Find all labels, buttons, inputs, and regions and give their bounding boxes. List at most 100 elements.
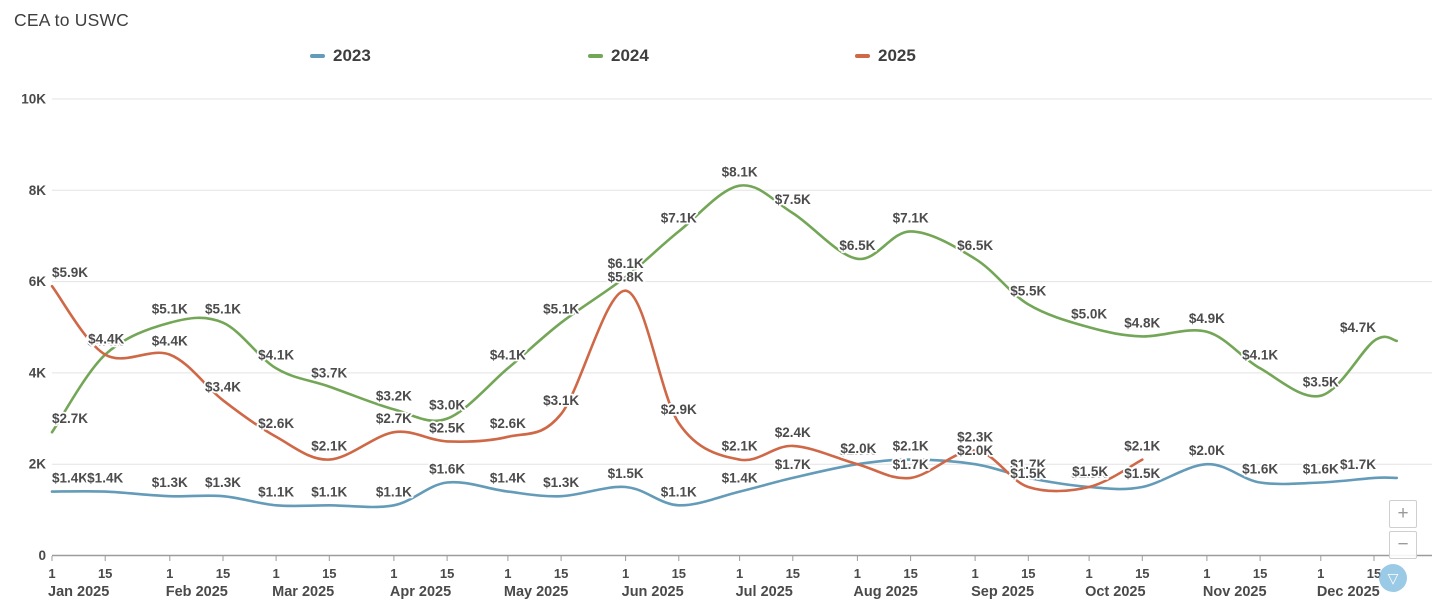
- gridlines: [52, 98, 1432, 557]
- triangle-down-icon: ▽: [1387, 570, 1399, 586]
- data-label-2023: $1.3K: [152, 475, 188, 490]
- x-tick-label: 1: [272, 566, 279, 581]
- x-tick-label: 15: [216, 566, 230, 581]
- y-tick-label: 6K: [29, 274, 47, 289]
- data-label-2025: $2.9K: [661, 402, 697, 417]
- data-label-2024: $4.9K: [1189, 311, 1225, 326]
- data-label-2023: $1.1K: [376, 484, 412, 499]
- data-label-2024: $2.7K: [52, 411, 88, 426]
- x-axis: 1 15 Jan 2025 1 15 Feb 2025 1 15 Mar 2025 1 15 Apr …: [48, 556, 1381, 600]
- chart-title: CEA to USWC: [14, 10, 130, 30]
- data-label-2023: $1.4K: [87, 471, 123, 486]
- legend-label-2023: 2023: [333, 46, 371, 65]
- data-label-2023: $1.7K: [1010, 457, 1046, 472]
- data-label-2025: $2.0K: [840, 441, 876, 456]
- month-label: Dec 2025: [1317, 584, 1380, 600]
- data-label-2025: $2.1K: [722, 439, 758, 454]
- data-label-2024: $7.1K: [661, 210, 697, 225]
- x-tick-label: 1: [390, 566, 397, 581]
- month-label: Aug 2025: [853, 584, 917, 600]
- x-tick-label: 15: [554, 566, 568, 581]
- x-tick-label: 1: [1203, 566, 1210, 581]
- data-label-2025: $2.6K: [258, 416, 294, 431]
- y-tick-label: 10K: [21, 92, 46, 107]
- x-tick-label: 15: [322, 566, 336, 581]
- data-label-2023: $2.0K: [957, 443, 993, 458]
- data-label-2025: $2.7K: [376, 411, 412, 426]
- data-label-2023: $1.1K: [661, 484, 697, 499]
- data-label-2024: $6.5K: [957, 238, 993, 253]
- series-line-2023: [50, 458, 1399, 509]
- legend-swatch-2024: [588, 54, 603, 58]
- data-label-2023: $1.1K: [258, 484, 294, 499]
- data-label-2024: $5.1K: [543, 302, 579, 317]
- month-label: May 2025: [504, 584, 569, 600]
- legend-swatch-2023: [310, 54, 325, 58]
- data-label-2023: $1.5K: [608, 466, 644, 481]
- x-tick-label: 15: [786, 566, 800, 581]
- x-tick-label: 15: [1135, 566, 1149, 581]
- zoom-out-button[interactable]: −: [1389, 531, 1417, 559]
- x-tick-label: 1: [622, 566, 629, 581]
- data-label-2023: $1.4K: [490, 471, 526, 486]
- legend-swatch-2025: [855, 54, 870, 58]
- x-tick-label: 15: [440, 566, 454, 581]
- data-label-2025: $1.7K: [893, 457, 929, 472]
- data-label-2025: $5.8K: [608, 270, 644, 285]
- zoom-in-button[interactable]: +: [1389, 500, 1417, 528]
- legend-item-2023[interactable]: 2023: [310, 46, 371, 66]
- x-tick-label: 1: [971, 566, 978, 581]
- legend-item-2025[interactable]: 2025: [855, 46, 916, 66]
- month-label: Oct 2025: [1085, 584, 1145, 600]
- collapse-chart-button[interactable]: ▽: [1379, 564, 1407, 592]
- x-tick-label: 15: [903, 566, 917, 581]
- data-label-2023: $1.4K: [722, 471, 758, 486]
- data-label-2024: $3.2K: [376, 388, 412, 403]
- data-label-2024: $4.1K: [258, 347, 294, 362]
- month-label: Mar 2025: [272, 584, 334, 600]
- data-label-2025: $4.4K: [88, 332, 124, 347]
- data-label-2024: $8.1K: [722, 165, 758, 180]
- chart-legend: 2023 2024 2025: [0, 44, 1440, 72]
- series-line-2024: [50, 184, 1399, 434]
- data-label-2025: $2.1K: [311, 439, 347, 454]
- data-label-2025: $2.6K: [490, 416, 526, 431]
- data-label-2024: $5.1K: [205, 302, 241, 317]
- data-label-2023: $1.3K: [543, 475, 579, 490]
- data-label-2025: $3.4K: [205, 379, 241, 394]
- data-labels: $1.4K $1.4K $1.3K $1.3K $1.1K $1.1K $1.1K $1.6K…: [50, 163, 1378, 501]
- data-label-2025: $5.9K: [52, 265, 88, 280]
- x-tick-label: 1: [1085, 566, 1092, 581]
- data-label-2025: $4.4K: [152, 334, 188, 349]
- data-label-2025: $1.5K: [1072, 464, 1108, 479]
- data-label-2023: $1.6K: [429, 462, 465, 477]
- data-label-2024: $7.1K: [893, 210, 929, 225]
- data-label-2023: $1.7K: [1340, 457, 1376, 472]
- data-label-2024: $3.5K: [1303, 375, 1339, 390]
- x-tick-label: 15: [1021, 566, 1035, 581]
- legend-item-2024[interactable]: 2024: [588, 46, 649, 66]
- month-label: Jul 2025: [736, 584, 793, 600]
- data-label-2024: $7.5K: [775, 192, 811, 207]
- month-label: Apr 2025: [390, 584, 451, 600]
- month-label: Jun 2025: [622, 584, 684, 600]
- month-label: Feb 2025: [166, 584, 228, 600]
- data-label-2024: $5.5K: [1010, 283, 1046, 298]
- data-label-2024: $6.1K: [608, 256, 644, 271]
- legend-label-2025: 2025: [878, 46, 916, 65]
- x-tick-label: 1: [166, 566, 173, 581]
- data-label-2023: $2.0K: [1189, 443, 1225, 458]
- legend-label-2024: 2024: [611, 46, 649, 65]
- data-label-2024: $6.5K: [839, 238, 875, 253]
- data-label-2023: $2.0K: [839, 443, 875, 458]
- x-tick-label: 15: [98, 566, 112, 581]
- data-label-2023: $1.5K: [1071, 466, 1107, 481]
- data-label-2025: $1.5K: [1010, 466, 1046, 481]
- data-label-2024: $4.1K: [1242, 347, 1278, 362]
- data-label-2025: $2.4K: [775, 425, 811, 440]
- data-label-2024: $4.1K: [490, 347, 526, 362]
- series-line-2025: [50, 284, 1144, 493]
- month-label: Jan 2025: [48, 584, 109, 600]
